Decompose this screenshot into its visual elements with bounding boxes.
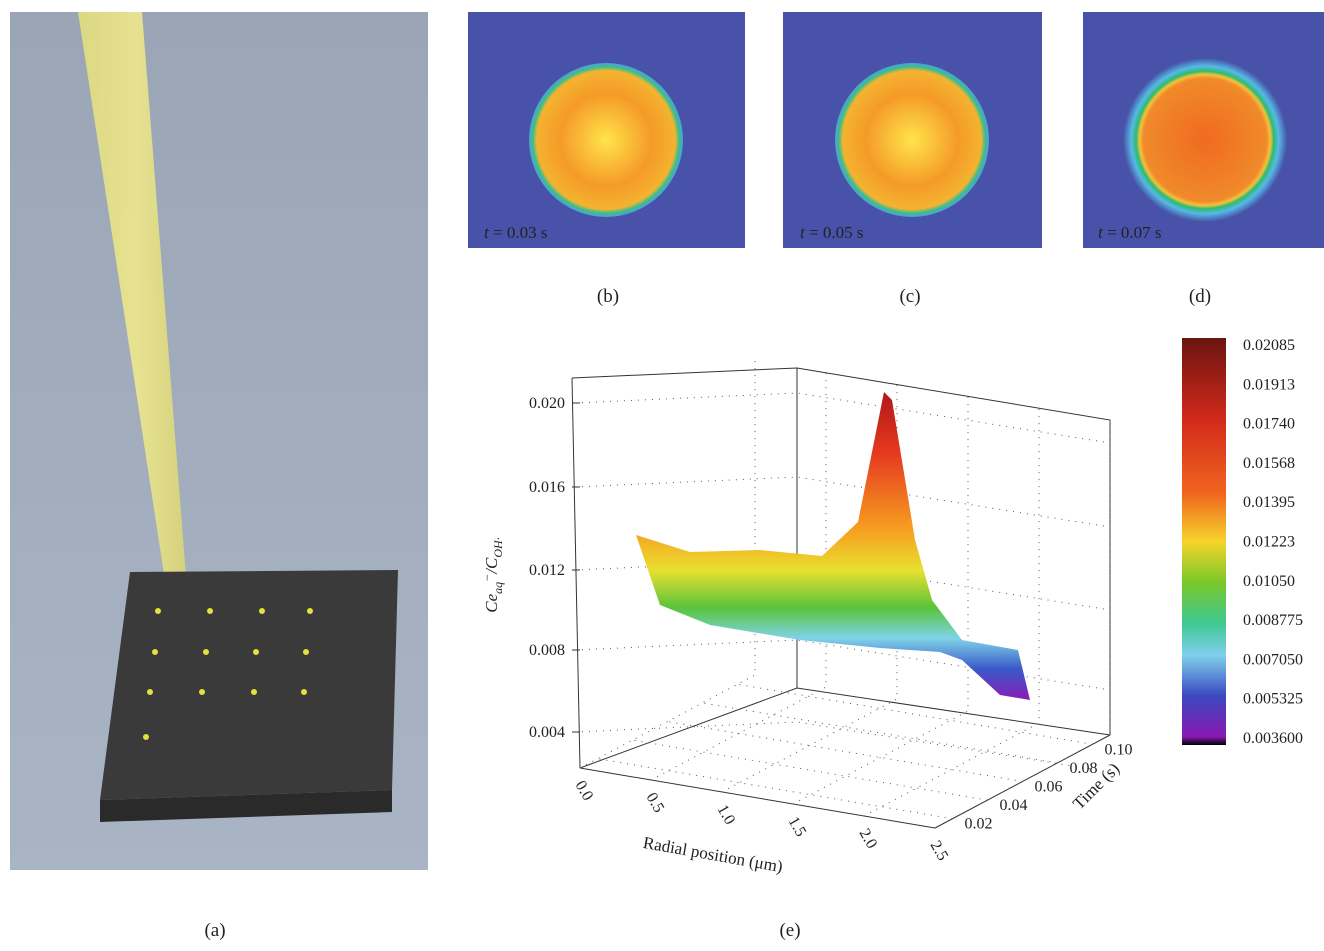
colorbar-label: 0.007050: [1243, 651, 1303, 668]
y-tick-label: 0.008: [529, 642, 565, 659]
time-label: t = 0.07 s: [1098, 223, 1161, 242]
panel-d: t = 0.07 s: [1083, 12, 1324, 248]
z-tick-label: 0.02: [965, 816, 993, 833]
y-tick-label: 0.004: [529, 724, 565, 741]
grid-line: [575, 477, 1110, 527]
caption: (a): [204, 920, 225, 941]
colorbar-label: 0.008775: [1243, 612, 1303, 629]
x-tick-label: 0.0: [572, 778, 597, 804]
surface: [636, 392, 1030, 700]
caption: (b): [597, 286, 619, 307]
colorbar-label: 0.01740: [1243, 416, 1295, 433]
grid-line: [575, 640, 1110, 690]
y-axis-label: Ceaq−/COH·: [480, 537, 505, 612]
grid-line: [703, 703, 1058, 763]
grid-line: [575, 722, 1110, 772]
grid-line: [668, 722, 1023, 782]
sample-slab: [100, 570, 398, 800]
x-tick-label: 0.5: [643, 790, 668, 816]
z-tick-label: 0.08: [1070, 760, 1098, 777]
grid-line: [738, 684, 1093, 744]
x-tick-label: 2.0: [856, 826, 881, 852]
x-tick-label: 1.0: [714, 802, 739, 828]
colorbar: [1182, 338, 1226, 745]
z-tick-label: 0.04: [1000, 797, 1028, 814]
x-axis-label: Radial position (μm): [642, 833, 784, 876]
colorbar-label: 0.005325: [1243, 691, 1303, 708]
y-tick-label: 0.012: [529, 562, 565, 579]
time-label: t = 0.05 s: [800, 223, 863, 242]
panel-b: t = 0.03 s: [468, 12, 745, 248]
colorbar-label: 0.01913: [1243, 376, 1295, 393]
panel-c: t = 0.05 s: [783, 12, 1042, 248]
caption: (e): [779, 920, 800, 941]
time-label: t = 0.03 s: [484, 223, 547, 242]
y-tick-label: 0.016: [529, 479, 565, 496]
z-tick-label: 0.10: [1105, 741, 1133, 758]
colorbar-label: 0.003600: [1243, 730, 1303, 747]
x-tick-label: 2.5: [927, 838, 952, 864]
colorbar-label: 0.01568: [1243, 455, 1295, 472]
caption: (c): [899, 286, 920, 307]
colorbar-label: 0.02085: [1243, 337, 1295, 354]
grid-line: [575, 393, 1110, 443]
colorbar-label: 0.01223: [1243, 534, 1295, 551]
colorbar-label: 0.01050: [1243, 573, 1295, 590]
z-tick-label: 0.06: [1035, 779, 1063, 796]
colorbar-label: 0.01395: [1243, 494, 1295, 511]
figure: (a) t = 0.03 s (b) t = 0.05 s (c) t = 0.…: [0, 0, 1324, 946]
grid-line: [633, 740, 988, 800]
x-tick-label: 1.5: [785, 814, 810, 840]
caption: (d): [1189, 286, 1211, 307]
y-tick-label: 0.020: [529, 395, 565, 412]
